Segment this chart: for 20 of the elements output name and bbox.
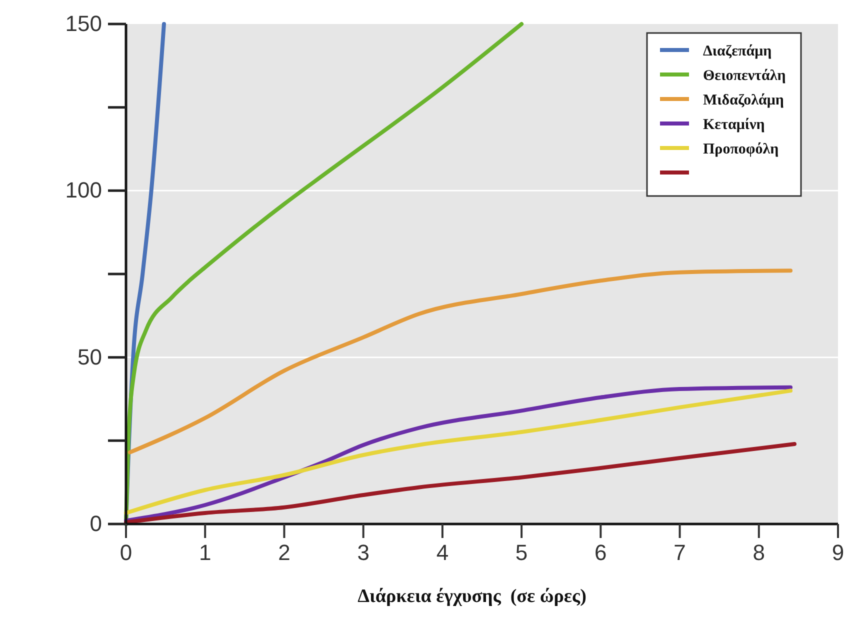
x-tick-label: 3 [357,540,370,565]
y-tick-label: 150 [65,11,102,36]
x-tick-label: 7 [674,540,686,565]
x-tick-label: 6 [594,540,607,565]
legend-label: Κεταμίνη [703,116,765,133]
y-tick-label: 0 [90,511,102,536]
legend-label: Μιδαζολάμη [703,92,784,108]
legend-label: Διαζεπάμη [703,43,772,60]
y-tick-label: 100 [65,178,102,203]
legend-label: Θειοπεντάλη [703,68,786,84]
x-tick-label: 1 [198,540,212,565]
x-tick-label: 5 [515,540,528,565]
x-tick-label: 8 [752,540,766,565]
x-tick-label: 4 [436,540,449,565]
legend-label: Προποφόλη [703,141,779,158]
y-tick-label: 50 [78,344,102,370]
x-tick-label: 2 [278,540,290,565]
x-tick-label: 0 [120,540,132,565]
x-tick-label: 9 [832,540,844,565]
x-axis-title: Διάρκεια έγχυσης (σε ώρες) [358,586,586,607]
